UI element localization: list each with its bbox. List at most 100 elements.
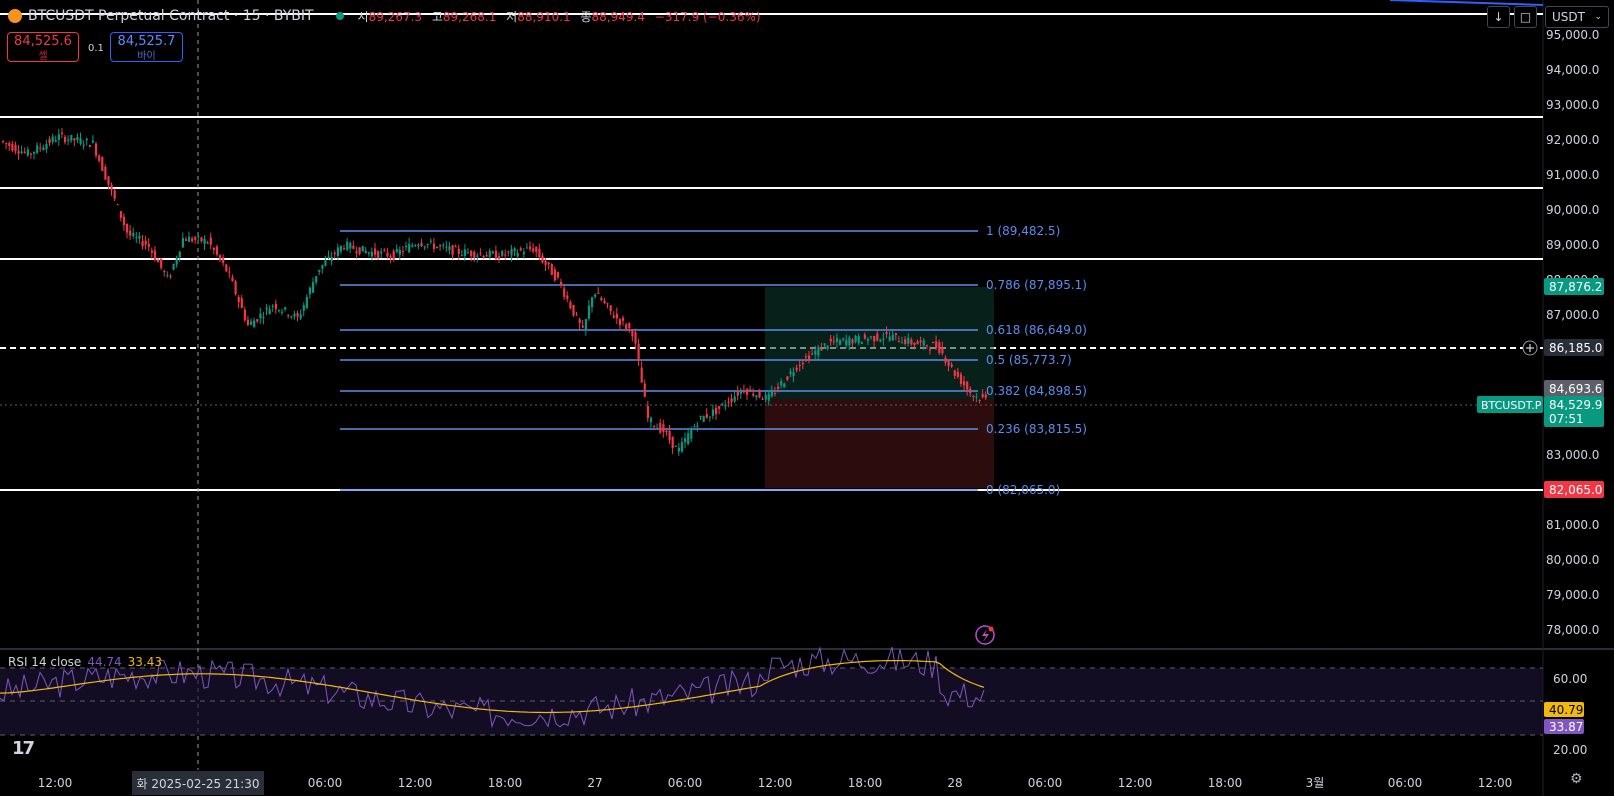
candle-body — [166, 275, 169, 277]
candle-body — [206, 242, 209, 244]
candle-body — [200, 237, 203, 242]
candle-body — [671, 436, 674, 449]
candle-body — [85, 138, 88, 141]
candle-body — [981, 394, 984, 398]
long-position-profit-zone[interactable] — [765, 287, 994, 399]
candle-body — [104, 166, 107, 180]
fullscreen-button[interactable]: □ — [1514, 6, 1537, 28]
candle-body — [721, 403, 724, 405]
price-axis[interactable]: 95,000.0 94,000.0 93,000.0 92,000.0 91,000.0… — [1546, 28, 1599, 637]
rsi-title: RSI 14 close — [8, 655, 82, 669]
candle-body — [677, 447, 680, 452]
price-tick-label: 95,000.0 — [1546, 28, 1599, 42]
add-alert-plus-icon[interactable] — [1522, 340, 1538, 356]
candle-body — [941, 347, 944, 354]
time-tick-label: 06:00 — [1388, 776, 1423, 790]
candle-body — [33, 151, 36, 154]
candle-body — [383, 249, 386, 251]
time-tick-label: 06:00 — [308, 776, 343, 790]
candle-body — [132, 232, 135, 237]
candle-body — [984, 394, 987, 398]
candle-body — [761, 398, 764, 400]
rsi-tick-label: 60.00 — [1553, 672, 1587, 686]
candle-body — [240, 298, 243, 308]
candle-body — [364, 250, 367, 254]
candle-body — [947, 360, 950, 366]
candle-body — [265, 307, 268, 310]
candle-body — [36, 145, 39, 153]
tradingview-logo-icon[interactable]: 17 — [12, 738, 35, 759]
long-position-loss-zone[interactable] — [765, 399, 994, 488]
candle-body — [953, 370, 956, 376]
price-tick-label: 90,000.0 — [1546, 203, 1599, 217]
candle-body — [646, 405, 649, 419]
candle-body — [445, 246, 448, 248]
symbol-header[interactable]: BTCUSDT Perpetual Contract · 15 · BYBIT … — [8, 4, 767, 28]
candle-body — [742, 390, 746, 393]
candle-body — [925, 345, 928, 347]
trend-line[interactable] — [1389, 0, 1544, 6]
price-tick-label: 94,000.0 — [1546, 63, 1599, 77]
currency-select[interactable]: USDT ⌄ — [1545, 6, 1609, 28]
candle-body — [829, 338, 832, 342]
candle-body — [634, 332, 637, 344]
candle-body — [290, 316, 293, 318]
crosshair-time-label: 화 2025-02-25 21:30 — [137, 777, 260, 791]
candle-body — [897, 341, 901, 343]
candle-body — [777, 386, 780, 389]
candle-body — [959, 374, 963, 385]
candle-body — [693, 426, 696, 428]
candle-body — [60, 132, 64, 135]
price-badge — [1544, 481, 1604, 498]
candle-body — [64, 136, 67, 143]
candle-body — [826, 345, 829, 349]
lightning-alert-icon[interactable] — [975, 625, 995, 645]
price-tick-label: 81,000.0 — [1546, 518, 1599, 532]
candle-body — [516, 252, 519, 257]
rsi-legend[interactable]: RSI 14 close 44.74 33.43 — [8, 655, 162, 669]
symbol-title[interactable]: BTCUSDT Perpetual Contract · 15 · BYBIT — [28, 8, 314, 24]
candle-body — [219, 255, 222, 260]
fib-retracement[interactable]: 1 (89,482.5) 0.786 (87,895.1) 0.618 (86,64… — [340, 224, 1087, 497]
candlestick-series[interactable] — [2, 128, 987, 456]
candle-body — [191, 238, 194, 242]
rsi-ma-line[interactable] — [0, 660, 985, 714]
candle-body — [138, 236, 141, 239]
rsi-line[interactable] — [0, 646, 985, 729]
candle-body — [408, 243, 411, 253]
gear-icon[interactable]: ⚙ — [1570, 771, 1583, 787]
candle-body — [842, 338, 845, 340]
candle-body — [894, 333, 897, 335]
candle-body — [23, 151, 26, 153]
candle-body — [405, 245, 408, 247]
candle-body — [913, 342, 916, 346]
candle-body — [374, 248, 377, 255]
candle-body — [299, 314, 302, 319]
candle-body — [476, 255, 479, 257]
candle-body — [330, 257, 333, 261]
candle-body — [243, 309, 246, 321]
candle-body — [163, 270, 166, 272]
download-button[interactable]: ↓ — [1487, 6, 1510, 28]
candle-body — [603, 301, 606, 304]
candle-body — [346, 241, 349, 250]
candle-body — [463, 249, 467, 256]
candle-body — [432, 243, 436, 249]
candle-body — [485, 255, 488, 257]
buy-button[interactable]: 84,525.7 바이 — [110, 32, 183, 62]
candle-body — [746, 389, 749, 395]
crosshair-time-badge — [132, 771, 264, 795]
bitcoin-logo-icon — [8, 9, 22, 23]
candle-body — [764, 394, 767, 400]
ohlc-change: −317.9 (−0.36%) — [654, 9, 761, 24]
candle-body — [491, 251, 494, 254]
sell-button[interactable]: 84,525.6 셀 — [7, 32, 79, 62]
candle-body — [29, 153, 33, 155]
candle-body — [451, 245, 454, 256]
price-badge-label: 84,693.6 — [1549, 382, 1602, 396]
candle-body — [879, 339, 882, 342]
time-axis[interactable]: 12:00 06:00 12:00 18:00 27 06:00 12:00 18:00 28 0… — [38, 771, 1513, 795]
candle-body — [870, 336, 873, 338]
candle-body — [417, 244, 420, 247]
